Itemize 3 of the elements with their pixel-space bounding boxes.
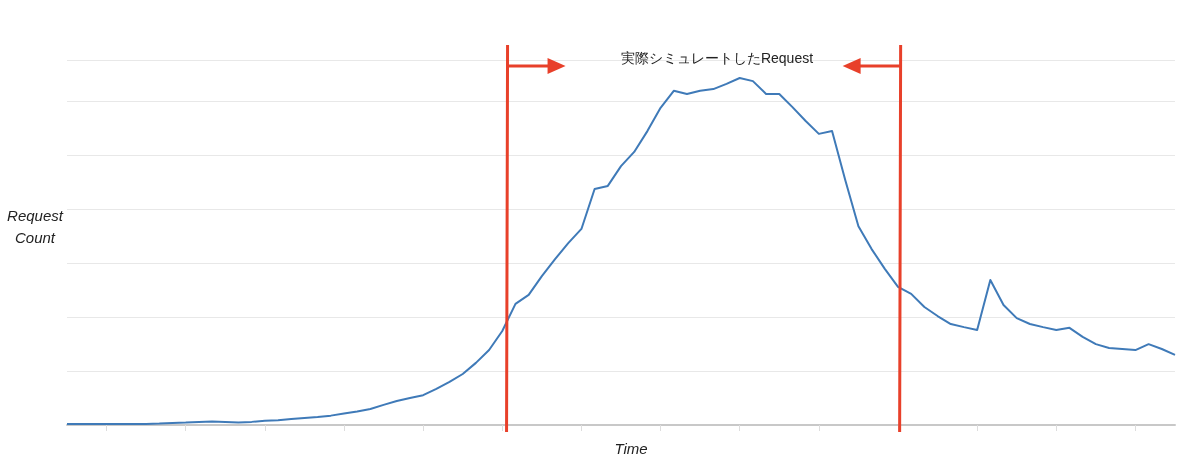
x-axis-title: Time: [613, 440, 649, 457]
text: 実際シミュレートしたRequest: [619, 50, 815, 68]
y-axis-title: Request Count: [6, 206, 65, 248]
